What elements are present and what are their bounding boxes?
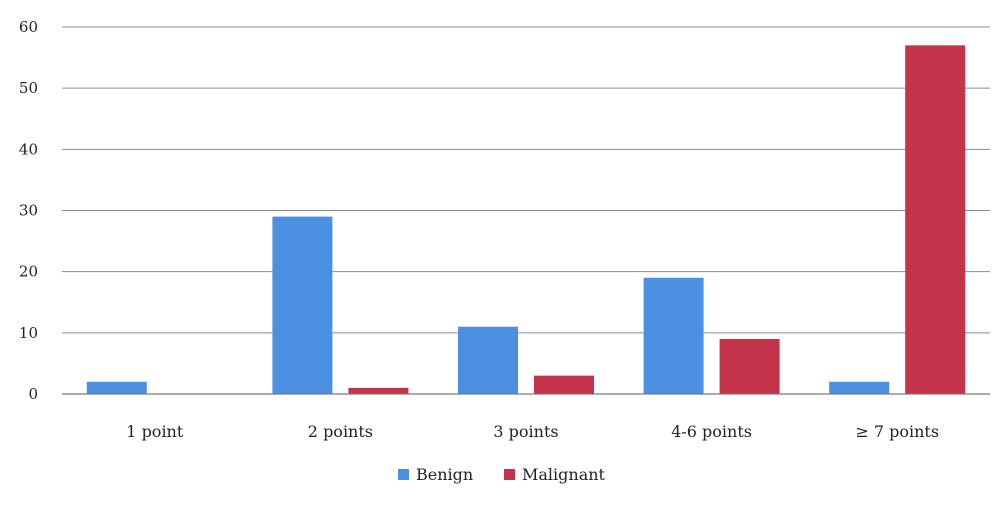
legend: Benign Malignant (398, 465, 606, 484)
bar-malignant-1 (348, 387, 409, 394)
y-tick-label: 60 (19, 18, 38, 36)
gridlines (62, 26, 990, 334)
bar-malignant-3 (719, 338, 780, 394)
y-tick-label: 50 (19, 79, 38, 97)
legend-swatch-benign (398, 469, 409, 480)
bar-benign-1 (272, 216, 333, 394)
y-tick-label: 40 (19, 140, 38, 158)
y-tick-label: 30 (19, 202, 38, 220)
bar-benign-0 (86, 381, 147, 394)
bars (86, 45, 966, 394)
bar-malignant-4 (905, 45, 966, 394)
y-tick-label: 0 (28, 385, 38, 403)
legend-label-malignant: Malignant (522, 465, 606, 484)
bar-malignant-2 (534, 375, 594, 394)
legend-swatch-malignant (504, 469, 515, 480)
legend-label-benign: Benign (416, 465, 473, 484)
x-category-label: 3 points (493, 422, 558, 441)
bar-benign-4 (829, 381, 890, 394)
bar-benign-3 (643, 277, 704, 394)
x-category-label: ≥ 7 points (855, 422, 939, 441)
y-axis-ticks: 0 10 20 30 40 50 60 (19, 18, 38, 403)
x-category-label: 2 points (308, 422, 373, 441)
y-tick-label: 20 (19, 263, 38, 281)
x-axis-categories: 1 point 2 points 3 points 4-6 points ≥ 7 poi… (126, 422, 939, 441)
y-tick-label: 10 (19, 324, 38, 342)
x-category-label: 4-6 points (671, 422, 752, 441)
x-category-label: 1 point (126, 422, 184, 441)
bar-benign-2 (458, 326, 518, 394)
